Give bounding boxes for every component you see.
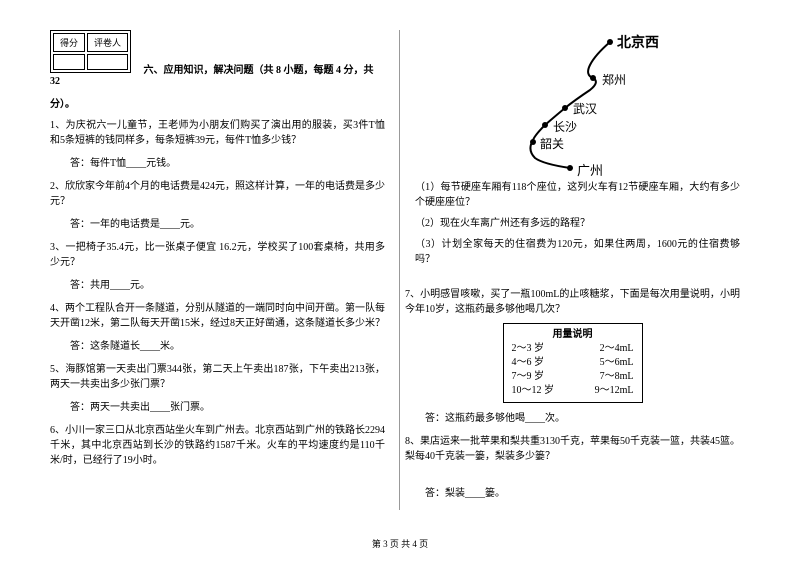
left-column: 得分 评卷人 六、应用知识，解决问题（共 8 小题，每题 4 分，共 32 分）… bbox=[50, 30, 390, 510]
dosage-row-3: 7～9 岁 7～8mL bbox=[512, 370, 634, 384]
city-dot bbox=[567, 165, 573, 171]
question-4: 4、两个工程队合开一条隧道，分别从隧道的一端同时向中间开凿。第一队每天开凿12米… bbox=[50, 301, 385, 331]
score-box: 得分 评卷人 bbox=[50, 30, 131, 73]
answer-8: 答：梨装____篓。 bbox=[425, 484, 740, 499]
grader-cell bbox=[87, 54, 128, 70]
dosage-age: 4～6 岁 bbox=[512, 356, 545, 370]
answer-4: 答：这条隧道长____米。 bbox=[70, 337, 385, 352]
city-wuhan: 武汉 bbox=[573, 100, 597, 117]
city-guangzhou: 广州 bbox=[577, 160, 603, 179]
answer-5: 答：两天一共卖出____张门票。 bbox=[70, 398, 385, 413]
section-header: 得分 评卷人 六、应用知识，解决问题（共 8 小题，每题 4 分，共 32 bbox=[50, 30, 385, 87]
route-map: 北京西 郑州 武汉 长沙 韶关 广州 bbox=[435, 30, 715, 180]
question-1: 1、为庆祝六一儿童节，王老师为小朋友们购买了演出用的服装，买3件T恤和5条短裤的… bbox=[50, 118, 385, 148]
answer-2: 答：一年的电话费是____元。 bbox=[70, 215, 385, 230]
page-footer: 第 3 页 共 4 页 bbox=[0, 537, 800, 550]
score-cell bbox=[53, 54, 85, 70]
city-dot bbox=[562, 105, 568, 111]
dosage-row-4: 10～12 岁 9～12mL bbox=[512, 384, 634, 398]
content-wrapper: 得分 评卷人 六、应用知识，解决问题（共 8 小题，每题 4 分，共 32 分）… bbox=[50, 30, 750, 510]
question-6-sub1: （1）每节硬座车厢有118个座位，这列火车有12节硬座车厢，大约有多少个硬座座位… bbox=[415, 180, 740, 210]
city-dot bbox=[530, 139, 536, 145]
answer-3: 答：共用____元。 bbox=[70, 276, 385, 291]
answer-7: 答：这瓶药最多够他喝____次。 bbox=[425, 409, 740, 424]
dosage-age: 2～3 岁 bbox=[512, 342, 545, 356]
question-6-sub2: （2）现在火车离广州还有多远的路程？ bbox=[415, 216, 740, 231]
question-6: 6、小川一家三口从北京西站坐火车到广州去。北京西站到广州的铁路长2294千米，其… bbox=[50, 423, 385, 468]
dosage-amount: 7～8mL bbox=[600, 370, 634, 384]
city-shaoguan: 韶关 bbox=[540, 135, 564, 152]
question-5: 5、海豚馆第一天卖出门票344张，第二天上午卖出187张，下午卖出213张，两天… bbox=[50, 362, 385, 392]
dosage-amount: 9～12mL bbox=[595, 384, 634, 398]
dosage-row-1: 2～3 岁 2～4mL bbox=[512, 342, 634, 356]
section-title-end: 分）。 bbox=[50, 95, 385, 110]
question-2: 2、欣欣家今年前4个月的电话费是424元，照这样计算，一年的电话费是多少元？ bbox=[50, 179, 385, 209]
city-dot bbox=[542, 122, 548, 128]
question-7: 7、小明感冒咳嗽，买了一瓶100mL的止咳糖浆，下面是每次用量说明，小明今年10… bbox=[405, 287, 740, 317]
dosage-age: 7～9 岁 bbox=[512, 370, 545, 384]
right-column: 北京西 郑州 武汉 长沙 韶关 广州 （1）每节硬座车厢有118个座位，这列火车… bbox=[400, 30, 740, 510]
dosage-amount: 5～6mL bbox=[600, 356, 634, 370]
grader-label: 评卷人 bbox=[87, 33, 128, 52]
city-zhengzhou: 郑州 bbox=[602, 71, 626, 88]
city-beijing: 北京西 bbox=[617, 32, 659, 52]
city-dot bbox=[590, 75, 596, 81]
column-divider bbox=[399, 30, 400, 510]
question-8: 8、果店运来一批苹果和梨共重3130千克，苹果每50千克装一篮，共装45篮。梨每… bbox=[405, 434, 740, 464]
dosage-title: 用量说明 bbox=[512, 328, 634, 342]
dosage-box: 用量说明 2～3 岁 2～4mL 4～6 岁 5～6mL 7～9 岁 7～8mL 10… bbox=[503, 323, 643, 403]
city-changsha: 长沙 bbox=[553, 118, 577, 135]
dosage-amount: 2～4mL bbox=[600, 342, 634, 356]
dosage-row-2: 4～6 岁 5～6mL bbox=[512, 356, 634, 370]
city-dot bbox=[607, 39, 613, 45]
question-6-sub3: （3）计划全家每天的住宿费为120元，如果住两周，1600元的住宿费够吗？ bbox=[415, 237, 740, 267]
dosage-age: 10～12 岁 bbox=[512, 384, 555, 398]
score-label: 得分 bbox=[53, 33, 85, 52]
answer-1: 答：每件T恤____元钱。 bbox=[70, 154, 385, 169]
question-3: 3、一把椅子35.4元，比一张桌子便宜 16.2元，学校买了100套桌椅，共用多… bbox=[50, 240, 385, 270]
